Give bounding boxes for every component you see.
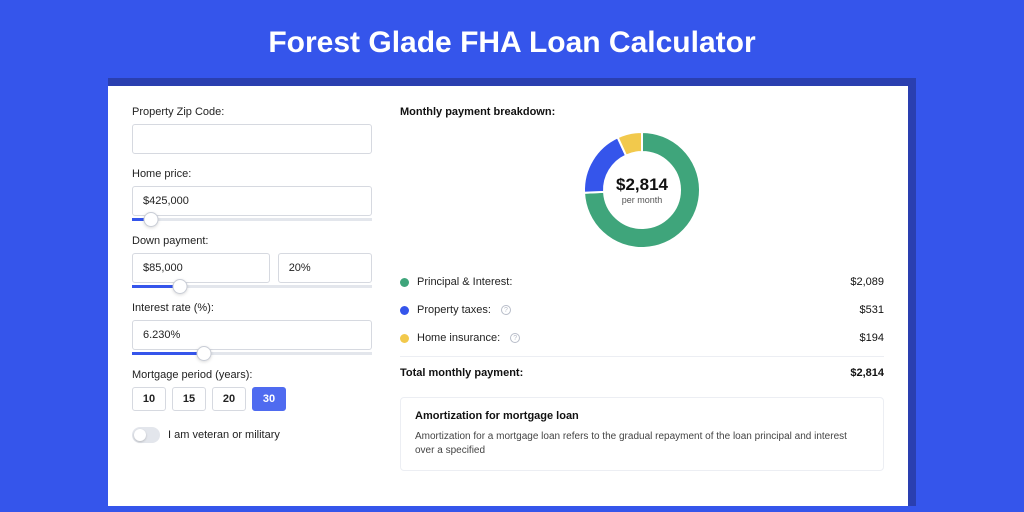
down-payment-input[interactable] [132, 253, 270, 283]
breakdown-column: Monthly payment breakdown: $2,814 per mo… [400, 106, 884, 506]
zip-input[interactable] [132, 124, 372, 154]
legend-row-home_insurance: Home insurance:? $194 [400, 324, 884, 352]
mortgage-period-20[interactable]: 20 [212, 387, 246, 411]
legend-value: $194 [860, 332, 884, 344]
panel-shadow: Property Zip Code: Home price: Down paym… [108, 78, 916, 506]
veteran-label: I am veteran or military [168, 429, 280, 441]
zip-field-group: Property Zip Code: [132, 106, 372, 154]
interest-rate-field-group: Interest rate (%): [132, 302, 372, 355]
page-title: Forest Glade FHA Loan Calculator [0, 0, 1024, 78]
home-price-slider[interactable] [132, 218, 372, 221]
legend-row-property_taxes: Property taxes:? $531 [400, 296, 884, 324]
veteran-toggle[interactable] [132, 427, 160, 443]
home-price-field-group: Home price: [132, 168, 372, 221]
interest-rate-slider[interactable] [132, 352, 372, 355]
breakdown-title: Monthly payment breakdown: [400, 106, 884, 118]
legend: Principal & Interest: $2,089 Property taxe… [400, 268, 884, 352]
total-row: Total monthly payment: $2,814 [400, 356, 884, 379]
veteran-toggle-row: I am veteran or military [132, 427, 372, 443]
mortgage-period-label: Mortgage period (years): [132, 369, 372, 381]
info-icon[interactable]: ? [510, 333, 520, 343]
down-payment-pct-input[interactable] [278, 253, 372, 283]
info-icon[interactable]: ? [501, 305, 511, 315]
total-value: $2,814 [850, 367, 884, 379]
total-label: Total monthly payment: [400, 367, 523, 379]
legend-value: $531 [860, 304, 884, 316]
calculator-panel: Property Zip Code: Home price: Down paym… [108, 86, 908, 506]
legend-row-principal_interest: Principal & Interest: $2,089 [400, 268, 884, 296]
home-price-input[interactable] [132, 186, 372, 216]
legend-dot [400, 334, 409, 343]
legend-dot [400, 306, 409, 315]
down-payment-label: Down payment: [132, 235, 372, 247]
mortgage-period-options: 10152030 [132, 387, 372, 411]
legend-label: Property taxes: [417, 304, 491, 316]
mortgage-period-field-group: Mortgage period (years): 10152030 [132, 369, 372, 411]
legend-value: $2,089 [850, 276, 884, 288]
mortgage-period-30[interactable]: 30 [252, 387, 286, 411]
amortization-title: Amortization for mortgage loan [415, 410, 869, 422]
home-price-label: Home price: [132, 168, 372, 180]
donut-amount: $2,814 [616, 175, 668, 195]
legend-dot [400, 278, 409, 287]
legend-label: Principal & Interest: [417, 276, 512, 288]
interest-rate-label: Interest rate (%): [132, 302, 372, 314]
down-payment-slider[interactable] [132, 285, 372, 288]
amortization-text: Amortization for a mortgage loan refers … [415, 430, 869, 458]
mortgage-period-15[interactable]: 15 [172, 387, 206, 411]
mortgage-period-10[interactable]: 10 [132, 387, 166, 411]
form-column: Property Zip Code: Home price: Down paym… [132, 106, 372, 506]
donut-center: $2,814 per month [582, 130, 702, 250]
donut-chart: $2,814 per month [582, 130, 702, 250]
donut-chart-wrap: $2,814 per month [400, 130, 884, 250]
amortization-card: Amortization for mortgage loan Amortizat… [400, 397, 884, 471]
donut-sub: per month [622, 195, 663, 205]
legend-label: Home insurance: [417, 332, 500, 344]
down-payment-field-group: Down payment: [132, 235, 372, 288]
zip-label: Property Zip Code: [132, 106, 372, 118]
interest-rate-input[interactable] [132, 320, 372, 350]
